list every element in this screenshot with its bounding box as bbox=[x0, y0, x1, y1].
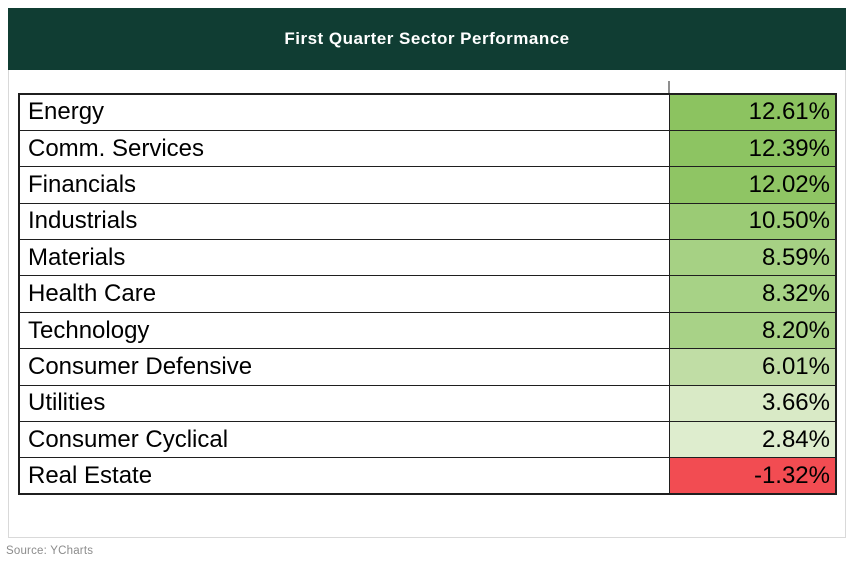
sector-value: 10.50% bbox=[668, 202, 837, 241]
table-row: Real Estate -1.32% bbox=[18, 457, 837, 495]
table-row: Energy 12.61% bbox=[18, 93, 837, 131]
sector-label: Comm. Services bbox=[18, 129, 670, 168]
sector-value: 12.61% bbox=[668, 93, 837, 131]
sector-value: 3.66% bbox=[668, 384, 837, 423]
sector-label: Financials bbox=[18, 166, 670, 204]
table-row: Consumer Defensive 6.01% bbox=[18, 348, 837, 386]
sector-table-body: Energy 12.61% Comm. Services 12.39% Fina… bbox=[18, 93, 837, 495]
sector-label: Utilities bbox=[18, 384, 670, 423]
table-row: Materials 8.59% bbox=[18, 239, 837, 277]
sector-label: Health Care bbox=[18, 275, 670, 313]
sector-performance-table: Energy 12.61% Comm. Services 12.39% Fina… bbox=[18, 93, 837, 496]
sector-label: Energy bbox=[18, 93, 670, 131]
table-row: Industrials 10.50% bbox=[18, 202, 837, 241]
sector-value: 12.39% bbox=[668, 129, 837, 168]
chart-title: First Quarter Sector Performance bbox=[284, 29, 570, 48]
sector-label: Materials bbox=[18, 239, 670, 277]
sector-value: 8.59% bbox=[668, 239, 837, 277]
sector-label: Real Estate bbox=[18, 457, 670, 495]
sector-value: -1.32% bbox=[668, 457, 837, 495]
sector-label: Industrials bbox=[18, 202, 670, 241]
sector-value: 8.20% bbox=[668, 311, 837, 350]
table-row: Financials 12.02% bbox=[18, 166, 837, 204]
sector-value: 12.02% bbox=[668, 166, 837, 204]
table-row: Health Care 8.32% bbox=[18, 275, 837, 313]
table-row: Utilities 3.66% bbox=[18, 384, 837, 423]
sector-label: Consumer Defensive bbox=[18, 348, 670, 386]
sector-value: 2.84% bbox=[668, 421, 837, 459]
table-row: Technology 8.20% bbox=[18, 311, 837, 350]
table-row: Consumer Cyclical 2.84% bbox=[18, 421, 837, 459]
chart-header: First Quarter Sector Performance bbox=[8, 8, 846, 70]
column-divider-tick bbox=[668, 81, 670, 94]
table-area: Energy 12.61% Comm. Services 12.39% Fina… bbox=[18, 93, 837, 496]
sector-label: Technology bbox=[18, 311, 670, 350]
sector-value: 6.01% bbox=[668, 348, 837, 386]
sector-value: 8.32% bbox=[668, 275, 837, 313]
sector-label: Consumer Cyclical bbox=[18, 421, 670, 459]
table-row: Comm. Services 12.39% bbox=[18, 129, 837, 168]
chart-frame: First Quarter Sector Performance Energy … bbox=[8, 8, 846, 538]
source-caption: Source: YCharts bbox=[6, 545, 94, 557]
